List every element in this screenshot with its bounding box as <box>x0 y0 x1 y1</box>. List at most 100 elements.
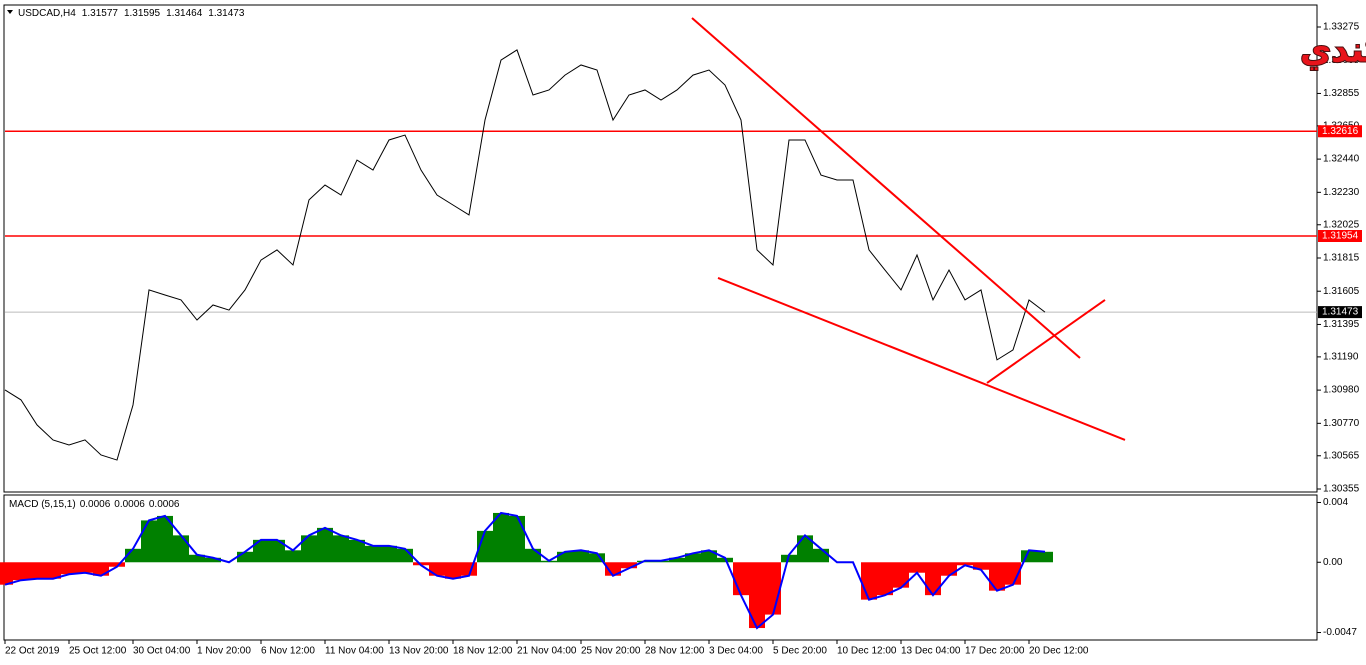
macd-bar <box>445 562 461 579</box>
y-tick-label: 1.30565 <box>1323 450 1360 461</box>
symbol: USDCAD,H4 <box>18 8 76 19</box>
macd-bar <box>941 562 957 576</box>
macd-bar <box>413 562 429 566</box>
macd-bar <box>0 562 13 585</box>
macd-bar <box>189 554 205 563</box>
y-tick-label: 1.31605 <box>1323 286 1360 297</box>
header-value: 1.31595 <box>124 8 161 19</box>
x-tick-label: 25 Oct 12:00 <box>69 646 127 657</box>
macd-bar <box>605 562 621 576</box>
header-value: 0.0006 <box>114 499 145 510</box>
trendline <box>986 299 1106 384</box>
macd-line <box>4 511 1046 630</box>
x-tick-label: 13 Dec 04:00 <box>901 646 961 657</box>
macd-bar <box>573 550 589 563</box>
y-tick-label: 1.31815 <box>1323 253 1360 264</box>
macd-bar <box>1005 562 1021 585</box>
header-value: 0.0006 <box>80 499 111 510</box>
macd-bar <box>301 535 317 563</box>
x-tick-label: 28 Nov 12:00 <box>645 646 705 657</box>
macd-bar <box>525 548 541 563</box>
y-tick-label: 1.31395 <box>1323 319 1360 330</box>
annotation: الدولار كندي <box>1300 31 1366 71</box>
y-tick-label: 1.33275 <box>1323 22 1360 33</box>
macd-bar <box>381 545 397 563</box>
macd-bar <box>477 530 493 563</box>
macd-bar <box>173 535 189 563</box>
macd-bar <box>29 562 45 579</box>
macd-header: MACD (5,15,1) 0.0006 0.0006 0.0006 <box>9 499 180 510</box>
y-tick-label: 1.31190 <box>1323 352 1359 363</box>
macd-bar <box>365 545 381 563</box>
macd-bar <box>669 557 685 563</box>
macd-bar <box>77 562 93 573</box>
level-label-bg <box>1318 125 1362 138</box>
last-price-bg <box>1318 306 1362 319</box>
x-tick-label: 25 Nov 20:00 <box>581 646 641 657</box>
menu-arrow <box>7 10 13 14</box>
x-tick-label: 30 Oct 04:00 <box>133 646 191 657</box>
macd-bar <box>973 562 989 570</box>
macd-bar <box>205 557 221 563</box>
x-tick-label: 13 Nov 20:00 <box>389 646 449 657</box>
macd-bar <box>893 562 909 588</box>
macd-bar <box>813 548 829 563</box>
y-tick-label: 1.30770 <box>1323 418 1360 429</box>
macd-bar <box>13 562 29 581</box>
header-value: 1.31464 <box>166 8 203 19</box>
macd-bar <box>589 553 605 563</box>
macd-bar <box>1021 550 1037 563</box>
trendline <box>717 276 1126 441</box>
last-price-label: 1.31473 <box>1322 307 1359 318</box>
macd-bar <box>957 562 973 566</box>
x-tick-label: 11 Nov 04:00 <box>325 646 384 657</box>
macd-bar <box>797 535 813 563</box>
macd-bar <box>557 551 573 563</box>
y-tick-label: 1.33065 <box>1323 55 1360 66</box>
x-tick-label: 10 Dec 12:00 <box>837 646 897 657</box>
macd-bar <box>349 539 365 563</box>
macd-bar <box>701 550 717 563</box>
level-label-bg <box>1318 230 1362 243</box>
macd-bar <box>253 539 269 563</box>
macd-bar <box>1037 551 1053 563</box>
x-tick-label: 18 Nov 12:00 <box>453 646 513 657</box>
x-tick-label: 21 Nov 04:00 <box>517 646 577 657</box>
x-tick-label: 22 Oct 2019 <box>5 646 60 657</box>
y-tick-label: 1.30355 <box>1323 484 1360 495</box>
macd-bar <box>61 562 77 575</box>
macd-bar <box>157 515 173 563</box>
x-tick-label: 20 Dec 12:00 <box>1029 646 1089 657</box>
macd-bar <box>925 562 941 596</box>
macd-bar <box>269 539 285 563</box>
y-tick-label: 1.30980 <box>1323 385 1360 396</box>
x-tick-label: 17 Dec 20:00 <box>965 646 1025 657</box>
y-tick-label: -0.0047 <box>1323 627 1357 638</box>
macd-bar <box>765 562 781 615</box>
x-tick-label: 6 Nov 12:00 <box>261 646 315 657</box>
y-tick-label: 1.32025 <box>1323 219 1360 230</box>
macd-title: MACD (5,15,1) <box>9 499 76 510</box>
trendline <box>691 17 1081 359</box>
header-value: 1.31577 <box>82 8 119 19</box>
panel-frame <box>3 4 1318 493</box>
x-tick-label: 3 Dec 04:00 <box>709 646 763 657</box>
macd-bar <box>621 562 637 569</box>
x-tick-label: 5 Dec 20:00 <box>773 646 827 657</box>
level-label: 1.31954 <box>1322 231 1359 242</box>
macd-bar <box>141 520 157 563</box>
y-tick-label: 1.32230 <box>1323 187 1360 198</box>
y-tick-label: 1.32440 <box>1323 154 1360 165</box>
header-value: 1.31473 <box>208 8 245 19</box>
level-label: 1.32616 <box>1322 126 1359 137</box>
y-tick-label: 1.32855 <box>1323 88 1360 99</box>
macd-bar <box>733 562 749 596</box>
macd-bar <box>877 562 893 596</box>
macd-bar <box>749 562 765 629</box>
macd-bar <box>45 562 61 579</box>
macd-bar <box>989 562 1005 591</box>
macd-bar <box>493 512 509 563</box>
panel-frame <box>3 494 1318 641</box>
macd-bar <box>509 515 525 563</box>
